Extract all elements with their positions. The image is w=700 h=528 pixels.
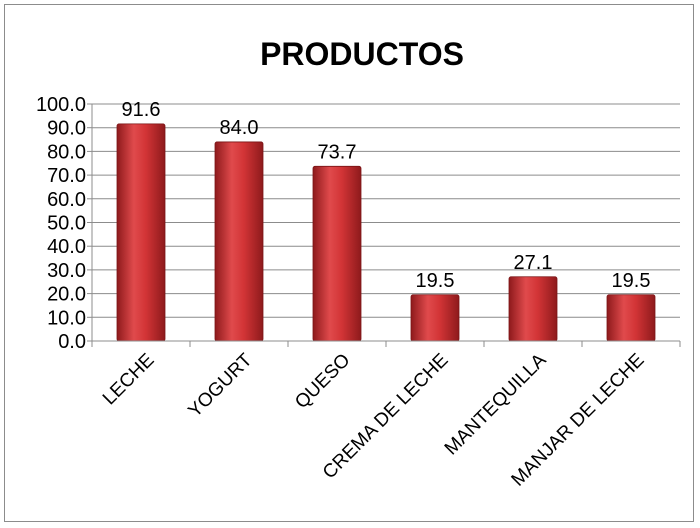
bar-mantequilla xyxy=(508,276,558,342)
y-tick-label: 0.0 xyxy=(58,331,86,353)
x-category-label: LECHE xyxy=(99,350,159,410)
x-category-label: YOGURT xyxy=(184,349,256,421)
y-tick-label: 30.0 xyxy=(47,260,86,282)
bar-leche xyxy=(116,123,166,342)
y-tick-label: 50.0 xyxy=(47,213,86,235)
y-tick-label: 80.0 xyxy=(47,141,86,163)
x-category-label: MANTEQUILLA xyxy=(441,349,551,459)
y-tick-label: 20.0 xyxy=(47,284,86,306)
y-tick-label: 70.0 xyxy=(47,165,86,187)
bar-manjar-de-leche xyxy=(606,294,656,342)
bar-crema-de-leche xyxy=(410,294,460,342)
bar-yogurt xyxy=(214,141,264,342)
y-tick-label: 60.0 xyxy=(47,189,86,211)
data-label: 84.0 xyxy=(220,117,259,139)
data-label: 73.7 xyxy=(318,141,357,163)
y-tick-label: 10.0 xyxy=(47,307,86,329)
x-category-label: QUESO xyxy=(291,350,354,413)
chart-title: PRODUCTOS xyxy=(260,36,464,72)
data-label: 19.5 xyxy=(416,270,455,292)
data-label: 91.6 xyxy=(122,99,161,121)
data-label: 19.5 xyxy=(612,270,651,292)
y-tick-label: 90.0 xyxy=(47,118,86,140)
y-tick-label: 40.0 xyxy=(47,236,86,258)
y-tick-label: 100.0 xyxy=(36,94,86,116)
data-label: 27.1 xyxy=(514,252,553,274)
bar-queso xyxy=(312,165,362,342)
